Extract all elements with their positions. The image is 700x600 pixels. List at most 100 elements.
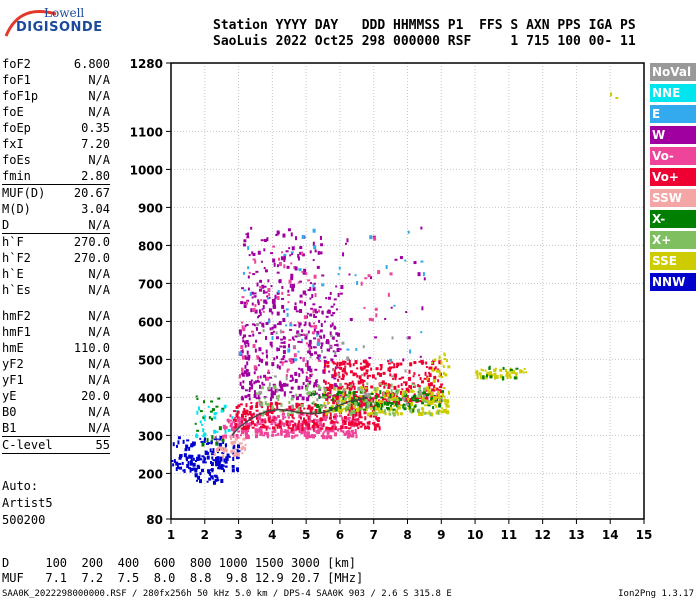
echo-point bbox=[313, 313, 316, 318]
echo-point bbox=[225, 456, 228, 461]
echo-point bbox=[344, 365, 347, 368]
echo-point bbox=[299, 341, 303, 344]
echo-point bbox=[314, 434, 317, 438]
echo-point bbox=[267, 371, 271, 374]
echo-point bbox=[270, 391, 274, 394]
echo-point bbox=[334, 350, 337, 355]
echo-point bbox=[506, 375, 509, 380]
echo-point bbox=[350, 429, 354, 433]
param-row: yE 20.0 bbox=[2, 388, 110, 404]
echo-point bbox=[267, 369, 270, 373]
echo-point bbox=[373, 387, 377, 392]
echo-point bbox=[266, 237, 269, 242]
echo-point bbox=[320, 435, 323, 438]
echo-point bbox=[306, 407, 310, 410]
echo-point bbox=[319, 335, 323, 338]
echo-point bbox=[271, 299, 275, 304]
echo-point bbox=[297, 387, 300, 390]
echo-point bbox=[390, 383, 393, 388]
echo-point bbox=[348, 406, 351, 410]
echo-point bbox=[258, 315, 261, 318]
echo-point bbox=[430, 399, 433, 403]
echo-point bbox=[282, 349, 286, 354]
echo-point bbox=[246, 425, 250, 430]
echo-point bbox=[177, 467, 180, 470]
legend-item-vo-: Vo- bbox=[650, 147, 696, 165]
echo-point bbox=[424, 404, 428, 407]
echo-point bbox=[290, 404, 294, 409]
echo-point bbox=[405, 401, 408, 406]
echo-point bbox=[270, 331, 274, 335]
echo-point bbox=[440, 410, 444, 414]
echo-point bbox=[238, 374, 241, 379]
echo-point bbox=[430, 397, 434, 402]
echo-point bbox=[359, 379, 363, 382]
echo-point bbox=[384, 384, 388, 387]
echo-point bbox=[257, 301, 260, 306]
echo-point bbox=[272, 426, 276, 430]
echo-point bbox=[288, 339, 292, 342]
param-value: N/A bbox=[88, 267, 110, 281]
echo-point bbox=[321, 396, 325, 399]
echo-point bbox=[204, 457, 207, 461]
echo-point bbox=[259, 288, 263, 292]
echo-point bbox=[339, 366, 343, 370]
echo-point bbox=[366, 375, 369, 380]
echo-point bbox=[280, 341, 284, 344]
echo-point bbox=[280, 358, 283, 361]
polarization-legend: NoVal NNE E W Vo- Vo+ SSW X- X+ SSE NNW bbox=[650, 63, 696, 294]
echo-point bbox=[241, 321, 244, 324]
echo-point bbox=[486, 372, 489, 375]
echo-point bbox=[241, 349, 244, 354]
echo-point bbox=[408, 406, 411, 411]
echo-point bbox=[441, 390, 445, 394]
y-tick-label: 600 bbox=[138, 315, 163, 329]
echo-point bbox=[363, 372, 366, 377]
echo-point bbox=[266, 405, 269, 410]
param-value: 0.35 bbox=[81, 121, 110, 135]
echo-point bbox=[431, 361, 434, 364]
param-row: yF2 N/A bbox=[2, 356, 110, 372]
echo-point bbox=[287, 348, 291, 353]
echo-point bbox=[318, 428, 321, 431]
x-tick-label: 5 bbox=[302, 528, 310, 542]
echo-point bbox=[428, 386, 431, 390]
echo-point bbox=[343, 427, 347, 430]
echo-point bbox=[421, 407, 424, 411]
echo-point bbox=[240, 397, 244, 401]
echo-point bbox=[290, 273, 294, 278]
echo-point bbox=[354, 390, 358, 393]
echo-point bbox=[388, 384, 391, 387]
echo-point bbox=[342, 388, 345, 393]
echo-point bbox=[360, 388, 363, 393]
echo-point bbox=[427, 400, 430, 405]
echo-point bbox=[326, 361, 330, 365]
echo-point bbox=[241, 374, 245, 377]
echo-point bbox=[311, 425, 315, 428]
echo-point bbox=[354, 394, 358, 398]
echo-point bbox=[331, 425, 334, 430]
echo-point bbox=[323, 356, 327, 359]
echo-point bbox=[307, 330, 310, 334]
echo-point bbox=[438, 360, 442, 365]
param-value: N/A bbox=[88, 153, 110, 167]
logo-line2: DIGISONDE bbox=[16, 20, 103, 35]
echo-point bbox=[489, 371, 493, 376]
echo-point bbox=[321, 393, 325, 396]
echo-point bbox=[307, 279, 311, 282]
echo-point bbox=[270, 387, 273, 392]
echo-point bbox=[355, 347, 358, 351]
echo-point bbox=[308, 382, 311, 385]
echo-point bbox=[276, 271, 280, 274]
echo-point bbox=[374, 406, 377, 411]
echo-point bbox=[243, 334, 247, 338]
echo-point bbox=[281, 285, 284, 289]
echo-point bbox=[397, 384, 400, 388]
echo-point bbox=[334, 426, 337, 431]
echo-point bbox=[247, 358, 250, 361]
echo-point bbox=[313, 274, 317, 279]
echo-point bbox=[413, 393, 416, 396]
echo-point bbox=[307, 425, 310, 430]
echo-point bbox=[219, 459, 223, 462]
echo-point bbox=[302, 272, 306, 275]
